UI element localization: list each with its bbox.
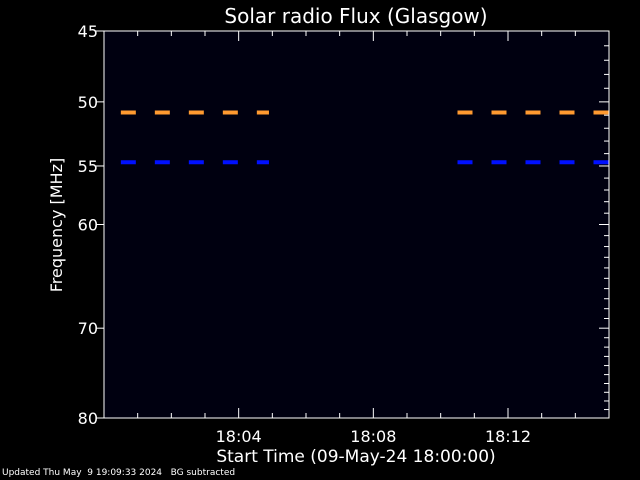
x-tick-label: 18:04 [216, 427, 262, 446]
plot-background [104, 31, 609, 418]
x-tick-label: 18:08 [350, 427, 396, 446]
chart-title: Solar radio Flux (Glasgow) [224, 4, 487, 28]
background-note: BG subtracted [170, 468, 236, 478]
emission-bands [120, 110, 609, 165]
x-tick-label: 18:12 [485, 427, 531, 446]
y-tick-label: 60 [78, 216, 98, 235]
y-tick-label: 80 [78, 409, 98, 428]
y-tick-label: 50 [78, 93, 98, 112]
x-axis-label: Start Time (09-May-24 18:00:00) [216, 447, 495, 467]
y-axis-ticks: 45 50 55 60 70 80 [78, 22, 609, 428]
y-axis-label: Frequency [MHz] [47, 158, 66, 292]
footer-status: Updated Thu May 9 19:09:33 2024 BG subtr… [2, 468, 235, 478]
y-tick-label: 45 [78, 22, 98, 41]
x-axis-ticks: 18:04 18:08 18:12 [137, 31, 576, 446]
y-tick-label: 70 [78, 319, 98, 338]
y-tick-label: 55 [78, 157, 98, 176]
update-timestamp: Updated Thu May 9 19:09:33 2024 [2, 468, 163, 478]
